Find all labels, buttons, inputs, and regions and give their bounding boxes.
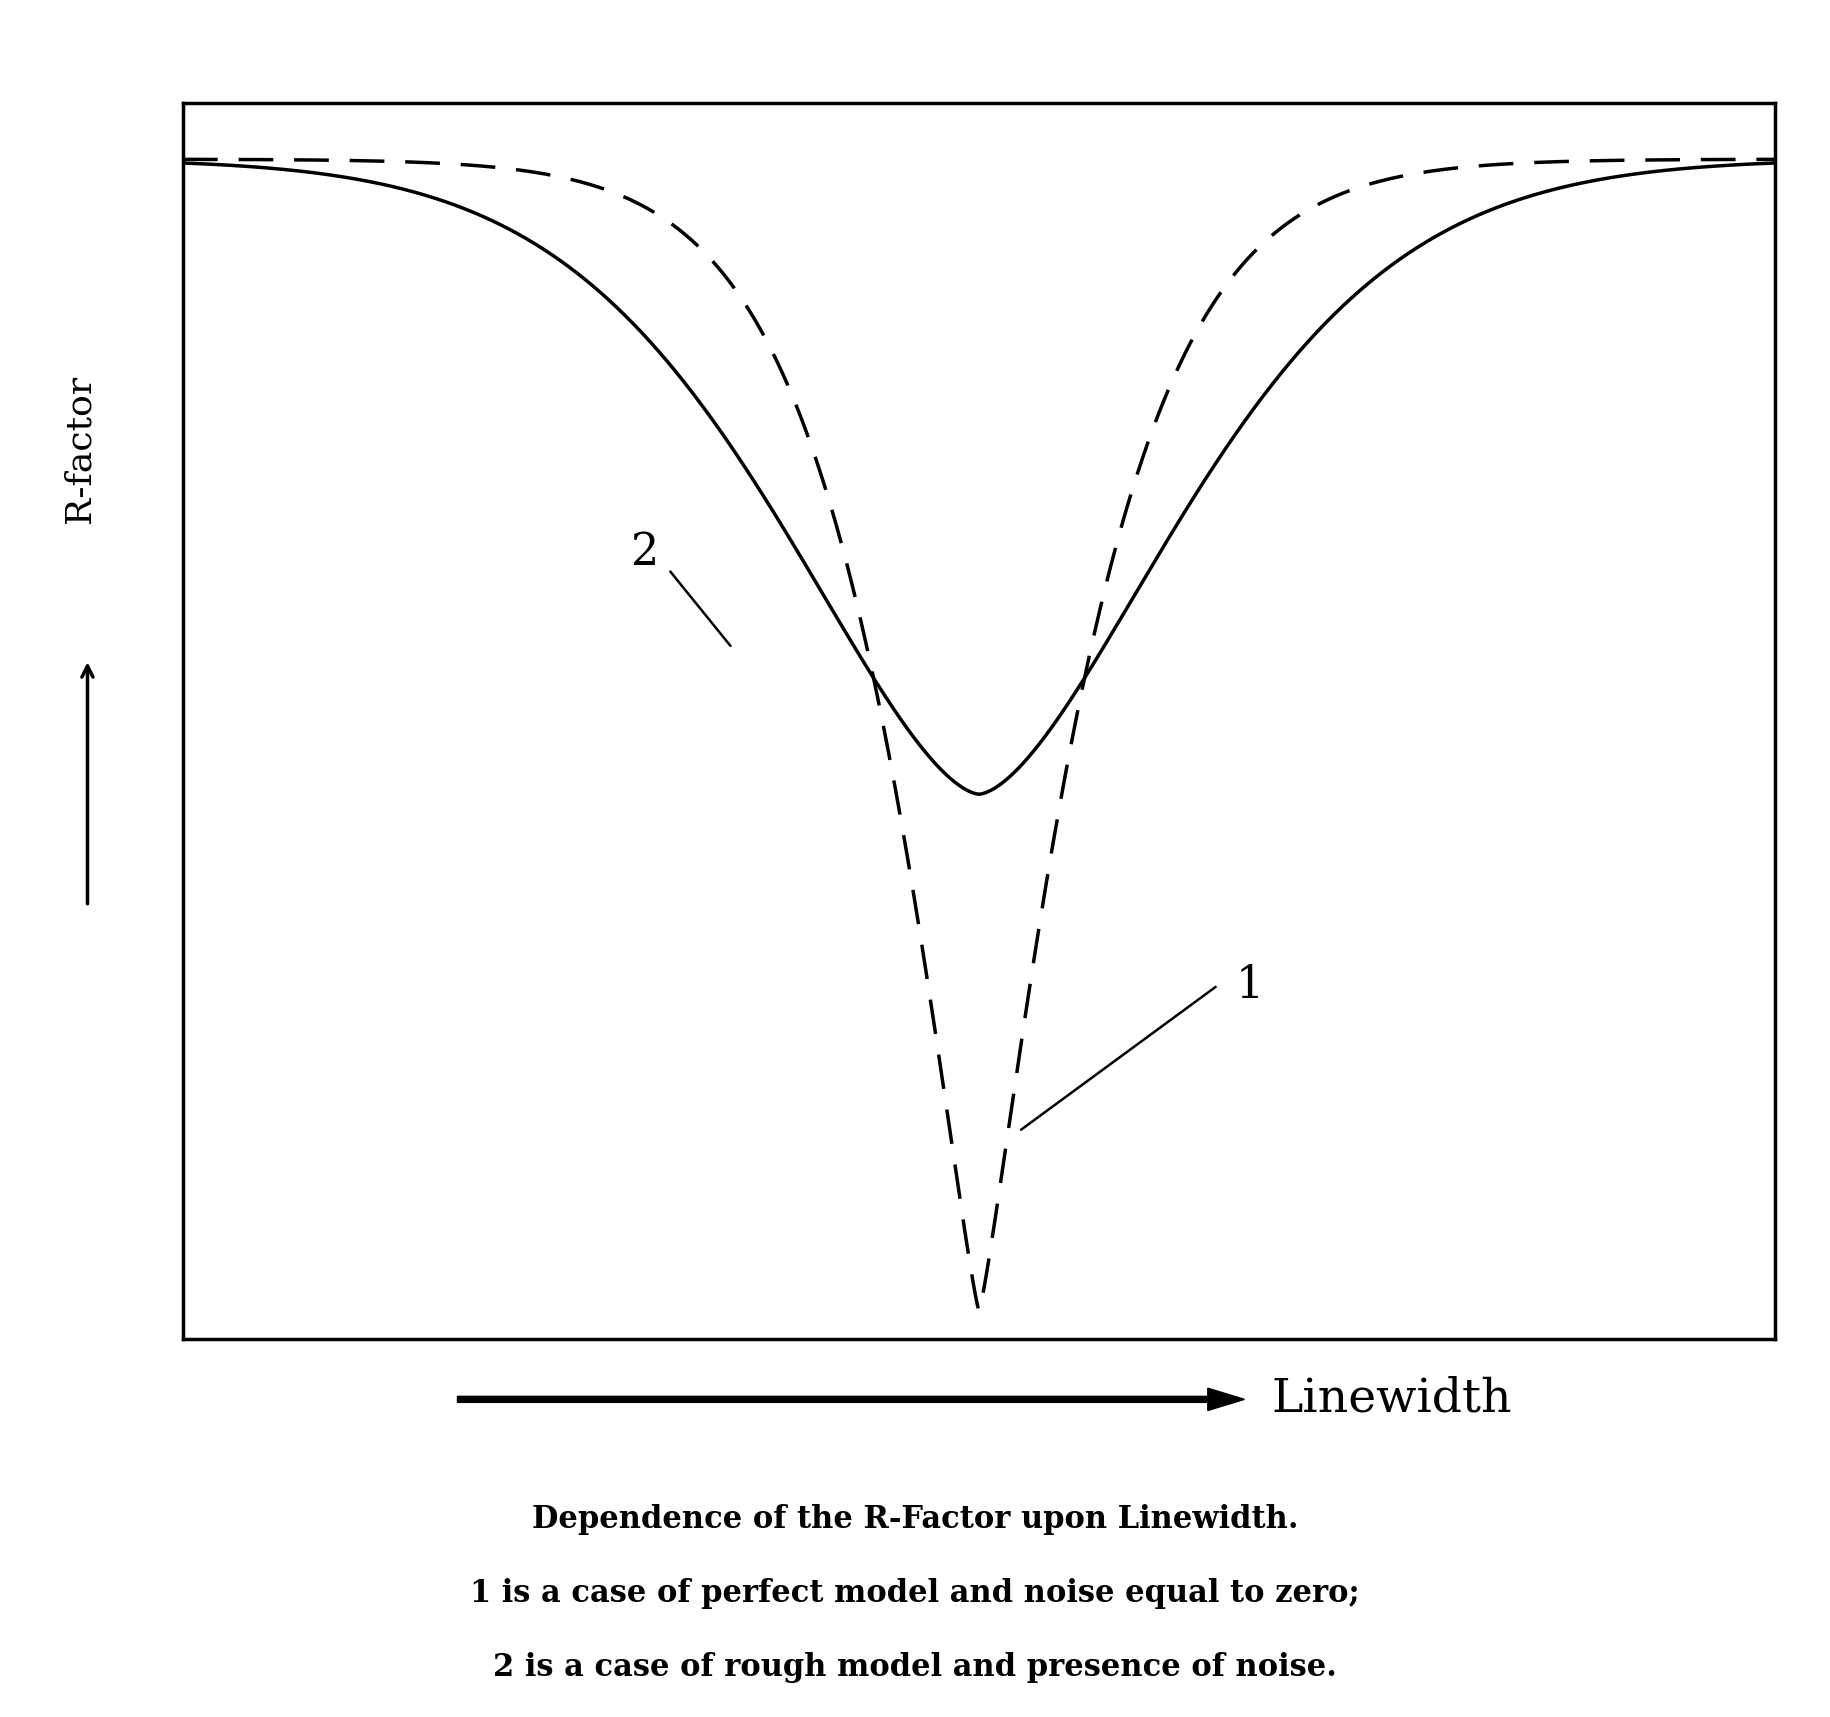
Text: Linewidth: Linewidth xyxy=(1272,1377,1512,1422)
Text: 2 is a case of rough model and presence of noise.: 2 is a case of rough model and presence … xyxy=(492,1652,1338,1683)
Text: Dependence of the R-Factor upon Linewidth.: Dependence of the R-Factor upon Linewidt… xyxy=(533,1504,1297,1535)
Text: R-factor: R-factor xyxy=(62,374,97,524)
Text: 1: 1 xyxy=(1235,963,1265,1006)
Text: 1 is a case of perfect model and noise equal to zero;: 1 is a case of perfect model and noise e… xyxy=(470,1578,1360,1609)
Text: 2: 2 xyxy=(631,531,659,573)
